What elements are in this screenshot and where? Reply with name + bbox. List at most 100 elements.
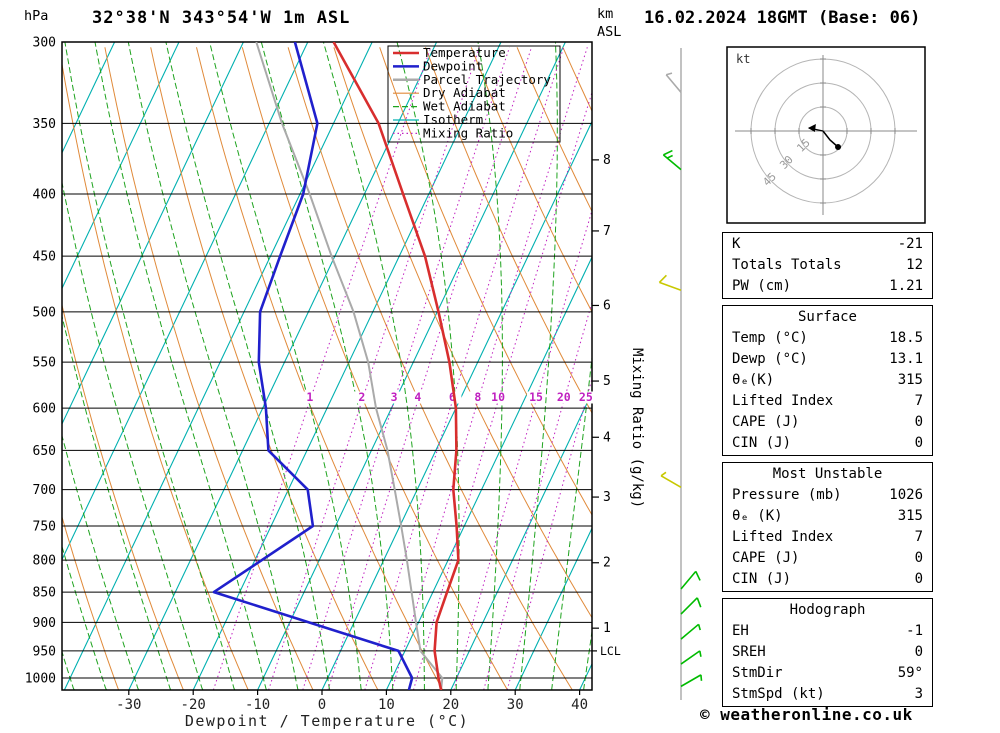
km-tick-label: 2 <box>603 556 611 571</box>
x-axis-title: Dewpoint / Temperature (°C) <box>185 712 469 730</box>
legend-label: Temperature <box>423 45 506 60</box>
stat-value: 18.5 <box>889 330 923 346</box>
stat-row: θₑ(K) 315 <box>723 370 932 391</box>
temp-tick-label: -30 <box>116 697 141 713</box>
wet-adiabat-lines <box>62 42 592 690</box>
stat-row: SREH 0 <box>723 642 932 663</box>
stat-row: CIN (J) 0 <box>723 569 932 590</box>
stats-table-title: Surface <box>797 309 857 325</box>
stat-value: 1026 <box>889 487 923 503</box>
mixing-ratio-value: 2 <box>358 390 365 404</box>
pressure-tick-label: 500 <box>33 305 56 320</box>
km-tick-label: 6 <box>603 298 611 313</box>
legend-label: Dewpoint <box>423 58 483 73</box>
stat-label: SREH <box>732 644 766 660</box>
stat-label: StmSpd (kt) <box>732 686 825 702</box>
legend-label: Parcel Trajectory <box>423 72 551 87</box>
pressure-tick-label: 800 <box>33 554 56 569</box>
temp-tick-label: -20 <box>181 697 206 713</box>
hodograph-trace <box>822 130 839 148</box>
stat-label: Pressure (mb) <box>732 487 842 503</box>
temperature-axis: -30 -20 -10 0 10 20 30 40 Dewpoint / Temperature… <box>116 690 588 730</box>
stat-label: CAPE (J) <box>732 414 800 430</box>
pressure-tick-label: 850 <box>33 586 56 601</box>
stat-value: 12 <box>906 257 923 273</box>
mixing-ratio-value: 4 <box>414 390 421 404</box>
pressure-tick-label: 950 <box>33 644 56 659</box>
datetime-title: 16.02.2024 18GMT (Base: 06) <box>644 8 921 28</box>
km-axis-label: km <box>597 6 614 22</box>
stat-label: K <box>732 236 741 252</box>
stat-value: 315 <box>897 372 923 388</box>
stat-label: Temp (°C) <box>732 330 808 346</box>
stat-label: PW (cm) <box>732 278 792 294</box>
stat-value: 13.1 <box>889 351 923 367</box>
mixing-ratio-value: 15 <box>529 390 543 404</box>
mixing-ratio-labels: 1 2 3 4 6 8 10 15 20 25 <box>300 390 595 404</box>
stat-value: 0 <box>914 550 923 566</box>
stat-row: Lifted Index 7 <box>723 527 932 548</box>
wind-barb <box>658 274 682 292</box>
wind-barb <box>660 471 682 489</box>
km-axis: 8 7 6 5 4 3 2 1 LCL Mixing Ratio (g/kg) <box>592 153 645 658</box>
stat-row: StmSpd (kt) 3 <box>723 684 932 705</box>
stat-row: K -21 <box>723 234 932 255</box>
stats-table: Hodograph EH -1 SREH 0 StmDir 59° StmSpd (kt) 3 <box>722 598 933 707</box>
stat-row: Temp (°C) 18.5 <box>723 328 932 349</box>
mixing-ratio-value: 1 <box>306 390 313 404</box>
wind-barb-column <box>658 48 703 700</box>
stat-row: θₑ (K) 315 <box>723 506 932 527</box>
temp-tick-label: 0 <box>318 697 326 713</box>
legend-label: Isotherm <box>423 112 483 127</box>
pressure-tick-label: 350 <box>33 117 56 132</box>
stat-row: Lifted Index 7 <box>723 391 932 412</box>
legend-label: Dry Adiabat <box>423 85 506 100</box>
stat-label: CAPE (J) <box>732 550 800 566</box>
pressure-tick-label: 700 <box>33 483 56 498</box>
temp-tick-label: -10 <box>245 697 270 713</box>
stat-value: 0 <box>914 414 923 430</box>
stat-label: CIN (J) <box>732 435 792 451</box>
stats-panel: K -21 Totals Totals 12 PW (cm) 1.21 Surface Tem… <box>722 232 933 713</box>
legend-label: Mixing Ratio <box>423 125 513 140</box>
stat-value: 0 <box>914 435 923 451</box>
mixing-ratio-value: 25 <box>579 390 593 404</box>
legend-label: Wet Adiabat <box>423 99 506 114</box>
stat-row: Pressure (mb) 1026 <box>723 485 932 506</box>
stat-row: CIN (J) 0 <box>723 433 932 454</box>
pressure-tick-label: 650 <box>33 444 56 459</box>
temp-tick-label: 40 <box>571 697 588 713</box>
stat-value: 1.21 <box>889 278 923 294</box>
copyright: © weatheronline.co.uk <box>700 705 913 724</box>
stat-value: -21 <box>897 236 923 252</box>
stat-label: Totals Totals <box>732 257 842 273</box>
wind-barb <box>680 674 703 688</box>
pressure-tick-label: 400 <box>33 187 56 202</box>
km-tick-label: 5 <box>603 374 611 389</box>
stat-row: EH -1 <box>723 621 932 642</box>
km-tick-label: 4 <box>603 430 611 445</box>
stat-row: StmDir 59° <box>723 663 932 684</box>
stat-value: 7 <box>914 393 923 409</box>
wind-barb <box>680 650 702 665</box>
stat-value: -1 <box>906 623 923 639</box>
pressure-tick-label: 1000 <box>25 671 56 686</box>
pressure-tick-label: 300 <box>33 36 56 51</box>
km-tick-label: 7 <box>603 224 611 239</box>
stats-table: K -21 Totals Totals 12 PW (cm) 1.21 <box>722 232 933 299</box>
pressure-tick-label: 900 <box>33 616 56 631</box>
wind-barb <box>680 597 702 615</box>
parcel-trajectory-curve <box>255 42 444 690</box>
hodograph-arrow-head <box>807 123 816 132</box>
stat-row: CAPE (J) 0 <box>723 548 932 569</box>
mixing-ratio-value: 6 <box>449 390 456 404</box>
pressure-tick-label: 450 <box>33 250 56 265</box>
stat-label: Dewp (°C) <box>732 351 808 367</box>
wind-barb <box>680 570 701 590</box>
pressure-tick-label: 600 <box>33 402 56 417</box>
mixing-ratio-value: 20 <box>557 390 571 404</box>
stat-value: 7 <box>914 529 923 545</box>
stats-table-title: Hodograph <box>789 602 866 618</box>
